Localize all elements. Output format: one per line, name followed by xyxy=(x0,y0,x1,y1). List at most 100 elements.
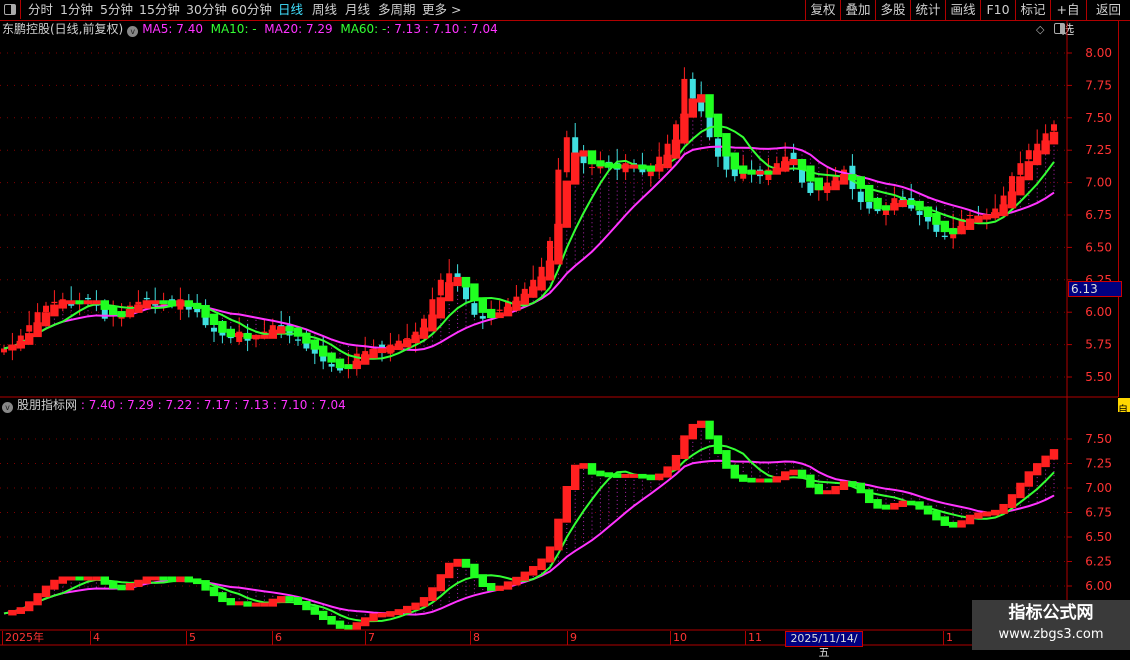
sub-trend-step xyxy=(419,597,429,607)
trend-step xyxy=(403,339,412,348)
sub-trend-step xyxy=(109,580,118,589)
trend-step xyxy=(83,300,93,305)
chevron-down-icon[interactable]: v xyxy=(2,402,13,413)
sub-trend-step xyxy=(898,500,907,507)
trend-step xyxy=(629,164,639,169)
period-tab[interactable]: 15分钟 xyxy=(139,2,180,17)
period-tab[interactable]: 60分钟 xyxy=(231,2,272,17)
side-panel[interactable] xyxy=(1118,20,1130,397)
trend-step xyxy=(428,314,437,332)
period-tab[interactable]: 5分钟 xyxy=(100,2,133,17)
sub-trend-step xyxy=(890,502,899,510)
trend-step xyxy=(512,300,521,311)
trend-step xyxy=(1007,191,1017,209)
toolbar-button[interactable]: F10 xyxy=(980,0,1015,20)
sub-trend-step xyxy=(932,510,941,521)
toolbar-button[interactable]: 返回 xyxy=(1086,0,1130,20)
y-tick-label: 7.50 xyxy=(1085,432,1112,446)
pane-layout-icon[interactable] xyxy=(1054,23,1065,34)
trend-step xyxy=(520,293,529,305)
trend-step xyxy=(125,308,135,318)
period-tab[interactable]: 更多 > xyxy=(422,2,462,17)
candle-body xyxy=(521,288,528,295)
trend-step xyxy=(537,276,546,291)
trend-step xyxy=(226,328,235,338)
candle-body xyxy=(496,309,503,311)
toolbar-button[interactable]: 画线 xyxy=(945,0,980,20)
trend-step xyxy=(881,205,891,211)
candle-body xyxy=(555,169,562,238)
trend-step xyxy=(67,300,76,305)
candle-body xyxy=(143,297,150,300)
sub-trend-step xyxy=(159,576,168,581)
sub-trend-step xyxy=(512,576,521,586)
y-tick-label: 5.75 xyxy=(1085,338,1112,352)
period-tab[interactable]: 30分钟 xyxy=(186,2,227,17)
sub-trend-step xyxy=(520,571,529,581)
sub-trend-step xyxy=(730,464,739,479)
candle-body xyxy=(1017,163,1024,175)
toolbar-button[interactable]: 标记 xyxy=(1015,0,1050,20)
period-tab[interactable]: 1分钟 xyxy=(60,2,93,17)
candle-body xyxy=(34,312,41,328)
toolbar-button[interactable]: 复权 xyxy=(805,0,840,20)
indicator-title: 股朋指标网 xyxy=(17,398,78,412)
period-tab[interactable]: 周线 xyxy=(312,2,338,17)
sub-trend-step xyxy=(293,597,303,605)
toolbar: 分时 1分钟 5分钟 15分钟 30分钟 60分钟 日线 周线 月线 多周期 更多 > 复权 叠加 多股… xyxy=(0,0,1130,37)
sub-trend-step xyxy=(33,593,42,606)
sub-trend-step xyxy=(940,516,949,526)
sub-trend-step xyxy=(209,586,219,597)
trend-step xyxy=(671,139,681,159)
toolbar-button[interactable]: 叠加 xyxy=(840,0,875,20)
trend-step xyxy=(361,354,370,365)
sub-trend-step xyxy=(243,601,252,607)
candle-body xyxy=(337,366,343,371)
trend-step xyxy=(974,215,983,223)
y-tick-label: 7.50 xyxy=(1085,111,1112,125)
trend-step xyxy=(151,300,160,305)
x-axis-label: 10 xyxy=(670,631,687,645)
trend-step xyxy=(596,160,605,167)
sub-trend-step xyxy=(545,546,555,563)
y-tick-label: 6.50 xyxy=(1085,240,1112,254)
candle-body xyxy=(303,342,310,349)
period-tab[interactable]: 分时 xyxy=(28,2,54,17)
diamond-icon[interactable]: ◇ xyxy=(1036,23,1045,36)
period-tab[interactable]: 月线 xyxy=(345,2,371,17)
trend-step xyxy=(302,332,311,344)
sub-trend-step xyxy=(697,420,706,428)
trend-step xyxy=(781,161,790,172)
chevron-down-icon[interactable]: v xyxy=(127,26,139,37)
trend-step xyxy=(940,220,949,233)
period-tab[interactable]: 多周期 xyxy=(378,2,416,17)
ma-slow-line xyxy=(3,145,1055,352)
toolbar-button[interactable]: 多股 xyxy=(875,0,910,20)
candle-body xyxy=(967,215,973,216)
trend-step xyxy=(453,276,462,287)
sub-trend-step xyxy=(587,463,597,475)
toolbar-button[interactable]: 统计 xyxy=(910,0,945,20)
trend-step xyxy=(873,197,882,210)
sub-trend-step xyxy=(352,622,361,630)
sub-trend-step xyxy=(823,490,832,495)
x-axis-label: 11 xyxy=(745,631,762,645)
sub-trend-step xyxy=(386,611,395,617)
trend-step xyxy=(755,170,765,175)
trend-step xyxy=(268,329,277,339)
sub-trend-step xyxy=(285,596,294,602)
sub-trend-step xyxy=(797,469,807,479)
candle-body xyxy=(866,202,873,209)
sub-trend-step xyxy=(848,481,857,487)
sub-trend-step xyxy=(1024,471,1033,487)
sub-trend-step xyxy=(865,489,874,504)
layout-toggle-icon[interactable] xyxy=(0,0,21,19)
y-tick-label: 7.25 xyxy=(1085,143,1112,157)
trend-step xyxy=(638,164,647,170)
trend-step xyxy=(310,339,319,350)
trend-step xyxy=(470,283,479,302)
sub-trend-step xyxy=(1049,449,1059,460)
period-tab[interactable]: 日线 xyxy=(278,2,304,17)
side-tag[interactable]: 自 xyxy=(1118,398,1130,416)
